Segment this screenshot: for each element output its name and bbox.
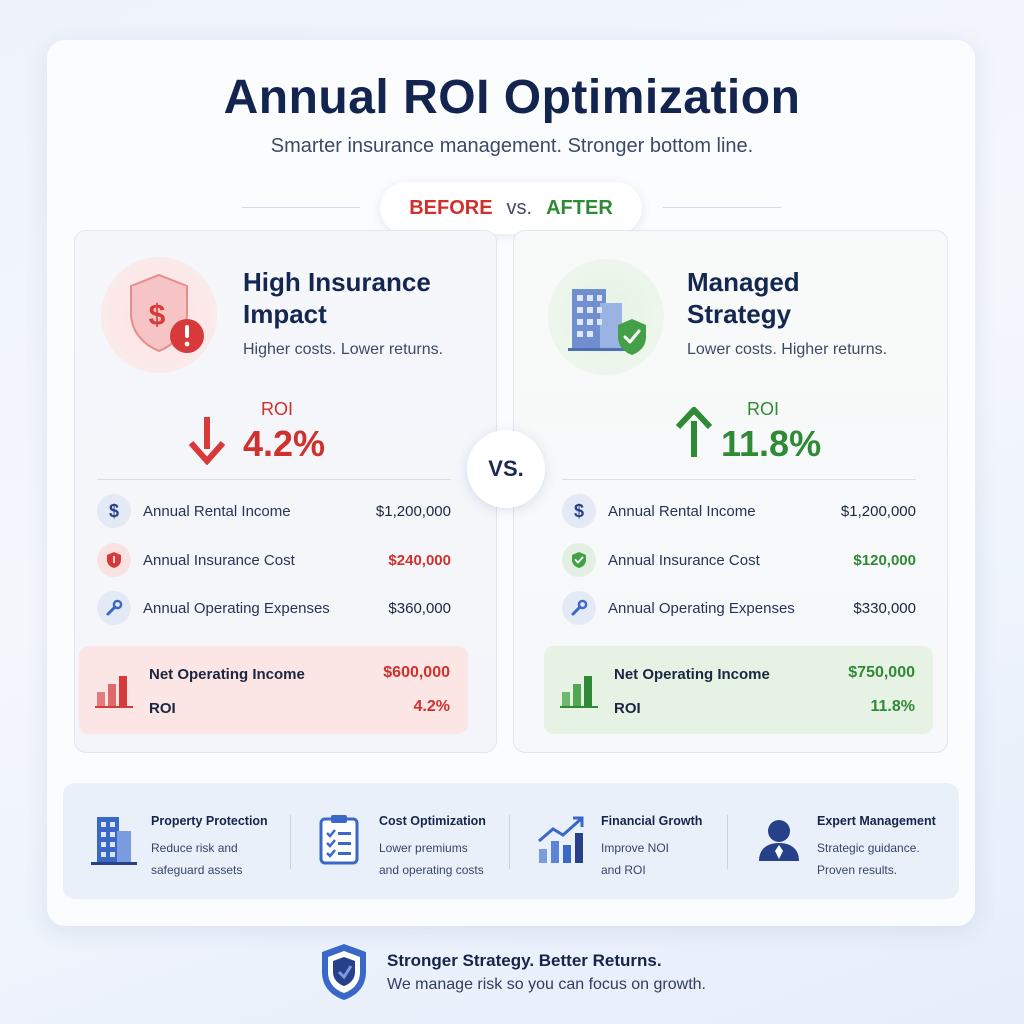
- footer-subtitle: We manage risk so you can focus on growt…: [387, 976, 706, 993]
- feature-separator: [727, 815, 728, 869]
- feature-financial-growth: Financial Growth Improve NOI and ROI: [535, 783, 735, 899]
- after-row-operating-expenses: Annual Operating Expenses $330,000: [562, 591, 916, 625]
- feature-title: Property Protection: [151, 814, 268, 828]
- feature-desc: Strategic guidance. Proven results.: [817, 837, 957, 881]
- row-value: $330,000: [853, 599, 916, 617]
- after-tagline: Lower costs. Higher returns.: [687, 341, 888, 358]
- before-row-rental-income: $ Annual Rental Income $1,200,000: [97, 494, 451, 528]
- row-value: $240,000: [388, 551, 451, 569]
- feature-desc-line1: Strategic guidance.: [817, 841, 920, 855]
- before-title-line2: Impact: [243, 299, 327, 329]
- after-title-line1: Managed: [687, 267, 800, 297]
- feature-desc-line1: Improve NOI: [601, 841, 670, 855]
- before-panel: $ High Insurance Impact Higher costs. Lo…: [74, 230, 497, 753]
- wrench-icon: [97, 591, 131, 625]
- shield-icon: [97, 543, 131, 577]
- dollar-icon: $: [562, 494, 596, 528]
- feature-desc-line2: and operating costs: [379, 863, 484, 877]
- row-label: Annual Rental Income: [608, 502, 756, 520]
- svg-text:$: $: [149, 299, 166, 332]
- summary-roi-label: ROI: [149, 700, 176, 717]
- after-divider: [562, 479, 916, 480]
- feature-title: Cost Optimization: [379, 814, 486, 828]
- feature-cost-optimization: Cost Optimization Lower premiums and ope…: [313, 783, 513, 899]
- after-row-rental-income: $ Annual Rental Income $1,200,000: [562, 494, 916, 528]
- row-value: $360,000: [388, 599, 451, 617]
- insurance-alert-hero: $: [101, 257, 217, 373]
- summary-roi-value: 4.2%: [413, 698, 450, 715]
- shield-dollar-alert-icon: $: [130, 273, 204, 353]
- divider-line-left: [242, 207, 360, 208]
- summary-roi-value: 11.8%: [870, 698, 915, 715]
- after-label: AFTER: [546, 196, 613, 219]
- vs-label: vs.: [506, 196, 533, 219]
- row-label: Annual Rental Income: [143, 502, 291, 520]
- building-shield-icon: [568, 289, 646, 355]
- feature-desc-line2: and ROI: [601, 863, 646, 877]
- row-value: $1,200,000: [840, 502, 916, 520]
- dollar-icon: $: [97, 494, 131, 528]
- feature-title: Expert Management: [817, 814, 936, 828]
- after-summary: Net Operating Income $750,000 ROI 11.8%: [544, 646, 933, 734]
- noi-value: $600,000: [383, 664, 450, 681]
- before-tagline: Higher costs. Lower returns.: [243, 341, 444, 358]
- expert-person-icon: [759, 820, 799, 861]
- clipboard-check-icon: [319, 815, 359, 865]
- feature-desc: Reduce risk and safeguard assets: [151, 837, 291, 881]
- noi-value: $750,000: [848, 664, 915, 681]
- after-panel-title: Managed Strategy: [687, 266, 800, 330]
- before-panel-title: High Insurance Impact: [243, 266, 431, 330]
- vs-badge: VS.: [467, 430, 545, 508]
- before-roi-value: 4.2%: [243, 423, 326, 464]
- row-label: Annual Operating Expenses: [608, 599, 795, 617]
- noi-label: Net Operating Income: [614, 666, 770, 683]
- feature-desc-line1: Reduce risk and: [151, 841, 238, 855]
- before-title-line1: High Insurance: [243, 267, 431, 297]
- feature-desc: Improve NOI and ROI: [601, 837, 741, 881]
- before-divider: [97, 479, 451, 480]
- summary-roi-label: ROI: [614, 700, 641, 717]
- arrow-up-icon: [675, 407, 713, 457]
- noi-label: Net Operating Income: [149, 666, 305, 683]
- feature-separator: [290, 815, 291, 869]
- before-after-pill: BEFORE vs. AFTER: [380, 182, 642, 234]
- feature-desc-line1: Lower premiums: [379, 841, 468, 855]
- feature-separator: [509, 815, 510, 869]
- row-label: Annual Insurance Cost: [608, 551, 760, 569]
- after-roi-value: 11.8%: [721, 423, 822, 464]
- managed-building-hero: [548, 259, 664, 375]
- before-row-insurance-cost: Annual Insurance Cost $240,000: [97, 543, 451, 577]
- bar-chart-icon: [95, 676, 133, 708]
- wrench-icon: [562, 591, 596, 625]
- feature-property-protection: Property Protection Reduce risk and safe…: [85, 783, 285, 899]
- after-title-line2: Strategy: [687, 299, 792, 329]
- shield-logo-icon: [322, 944, 366, 1000]
- after-row-insurance-cost: Annual Insurance Cost $120,000: [562, 543, 916, 577]
- arrow-down-icon: [188, 417, 226, 465]
- page-subtitle: Smarter insurance management. Stronger b…: [270, 135, 754, 157]
- row-value: $1,200,000: [375, 502, 451, 520]
- after-panel: Managed Strategy Lower costs. Higher ret…: [513, 230, 948, 753]
- features-strip: Property Protection Reduce risk and safe…: [63, 783, 959, 899]
- feature-title: Financial Growth: [601, 814, 703, 828]
- before-row-operating-expenses: Annual Operating Expenses $360,000: [97, 591, 451, 625]
- divider-line-right: [663, 207, 781, 208]
- building-icon: [91, 817, 137, 865]
- before-roi-label: ROI: [261, 399, 294, 419]
- page-title: Annual ROI Optimization: [223, 71, 801, 124]
- row-value: $120,000: [853, 551, 916, 569]
- growth-chart-icon: [538, 816, 584, 863]
- before-summary: Net Operating Income $600,000 ROI 4.2%: [79, 646, 468, 734]
- row-label: Annual Operating Expenses: [143, 599, 330, 617]
- shield-check-icon: [562, 543, 596, 577]
- row-label: Annual Insurance Cost: [143, 551, 295, 569]
- feature-desc-line2: safeguard assets: [151, 863, 243, 877]
- before-label: BEFORE: [409, 196, 493, 219]
- footer-title: Stronger Strategy. Better Returns.: [387, 951, 662, 970]
- after-roi-label: ROI: [747, 399, 780, 419]
- feature-desc: Lower premiums and operating costs: [379, 837, 519, 881]
- bar-chart-icon: [560, 676, 598, 708]
- feature-expert-management: Expert Management Strategic guidance. Pr…: [751, 783, 951, 899]
- feature-desc-line2: Proven results.: [817, 863, 898, 877]
